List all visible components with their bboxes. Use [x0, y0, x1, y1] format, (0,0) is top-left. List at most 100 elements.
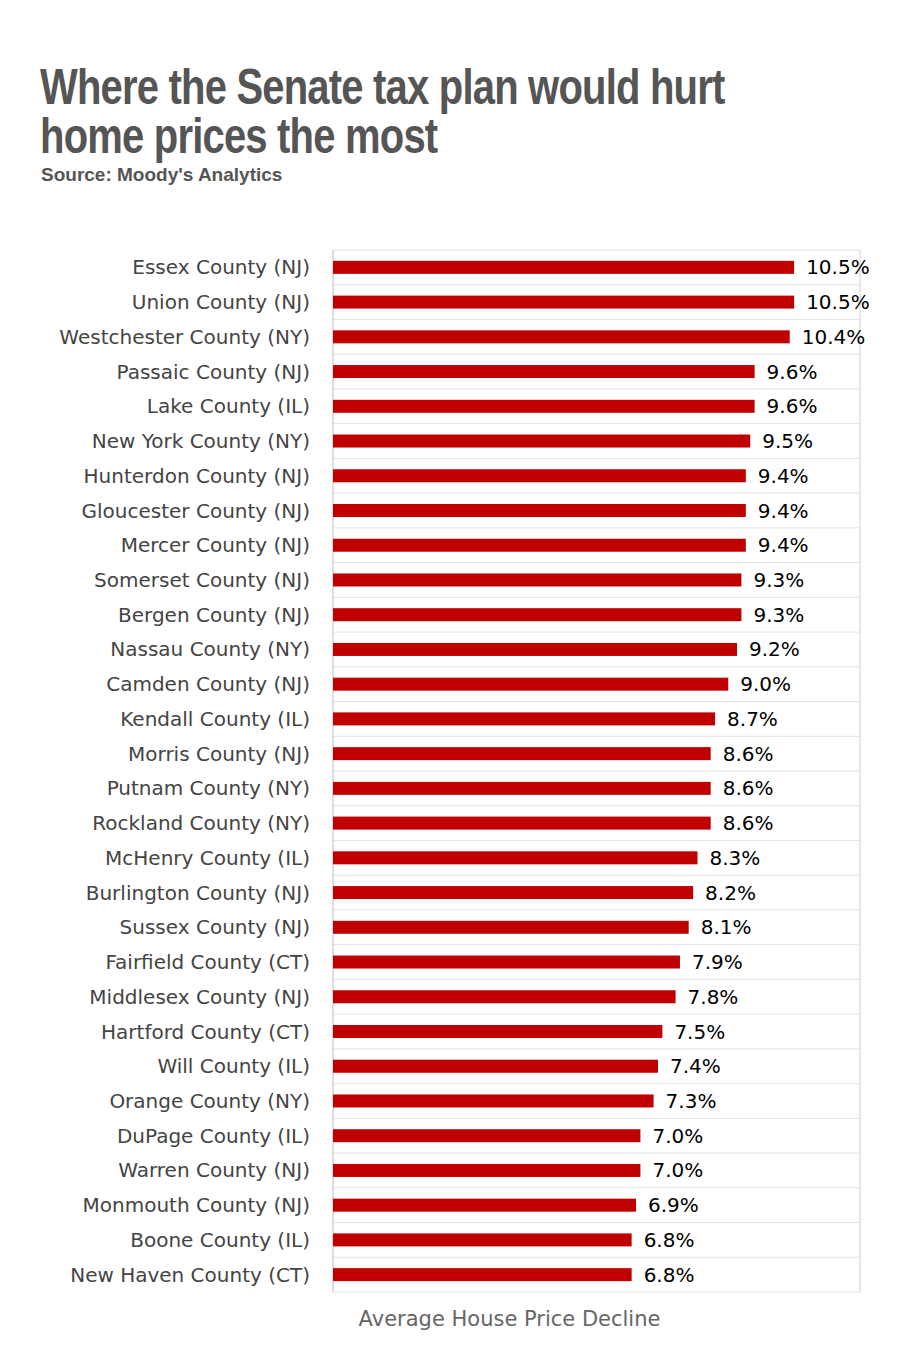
row-separator — [333, 805, 860, 806]
data-label: 8.6% — [723, 776, 774, 800]
bar — [333, 643, 737, 656]
chart: Where the Senate tax plan would hurthome… — [0, 0, 901, 1352]
category-label: Morris County (NJ) — [128, 742, 310, 766]
category-label: Rockland County (NY) — [92, 811, 310, 835]
bar — [333, 886, 693, 899]
bar — [333, 365, 755, 378]
bar — [333, 1025, 662, 1038]
data-label: 8.6% — [723, 742, 774, 766]
row-separator — [333, 388, 860, 389]
bar — [333, 782, 711, 795]
data-label: 6.8% — [644, 1228, 695, 1252]
data-label: 6.8% — [644, 1263, 695, 1287]
bar — [333, 539, 746, 552]
bar — [333, 504, 746, 517]
bar — [333, 817, 711, 830]
bar — [333, 921, 689, 934]
row-separator — [333, 875, 860, 876]
data-label: 7.3% — [666, 1089, 717, 1113]
category-label: Middlesex County (NJ) — [89, 985, 310, 1009]
row-separator — [333, 354, 860, 355]
data-label: 8.1% — [701, 915, 752, 939]
bar — [333, 990, 676, 1003]
row-separator — [333, 423, 860, 424]
bar — [333, 435, 750, 448]
bar — [333, 1233, 632, 1246]
bar — [333, 747, 711, 760]
category-label: Westchester County (NY) — [59, 325, 310, 349]
bar — [333, 851, 698, 864]
data-label: 9.4% — [758, 533, 809, 557]
category-label: Orange County (NY) — [109, 1089, 310, 1113]
data-label: 10.4% — [802, 325, 866, 349]
title: Where the Senate tax plan would hurthome… — [40, 59, 725, 164]
category-label: Monmouth County (NJ) — [83, 1193, 311, 1217]
row-separator — [333, 250, 860, 251]
data-label: 9.3% — [753, 603, 804, 627]
row-separator — [333, 771, 860, 772]
data-label: 7.4% — [670, 1054, 721, 1078]
data-label: 10.5% — [806, 255, 870, 279]
row-separator — [333, 944, 860, 945]
data-label: 7.5% — [674, 1020, 725, 1044]
bar — [333, 1164, 640, 1177]
row-separator — [333, 1048, 860, 1049]
row-separator — [333, 1292, 860, 1293]
category-label: DuPage County (IL) — [117, 1124, 310, 1148]
bar — [333, 400, 755, 413]
row-separator — [333, 1153, 860, 1154]
bar — [333, 573, 741, 586]
bar — [333, 469, 746, 482]
category-label: Essex County (NJ) — [132, 255, 310, 279]
row-separator — [333, 562, 860, 563]
bar — [333, 330, 790, 343]
data-label: 9.6% — [767, 394, 818, 418]
frame-line — [860, 250, 861, 1292]
data-label: 8.2% — [705, 881, 756, 905]
subtitle: Source: Moody's Analytics — [41, 164, 282, 185]
bar — [333, 1268, 632, 1281]
data-label: 6.9% — [648, 1193, 699, 1217]
row-separator — [333, 666, 860, 667]
row-separator — [333, 979, 860, 980]
category-label: Warren County (NJ) — [118, 1158, 310, 1182]
category-label: Somerset County (NJ) — [94, 568, 310, 592]
row-separator — [333, 736, 860, 737]
row-separator — [333, 597, 860, 598]
data-label: 8.6% — [723, 811, 774, 835]
row-separator — [333, 1014, 860, 1015]
data-label: 9.2% — [749, 637, 800, 661]
row-separator — [333, 284, 860, 285]
bar — [333, 296, 794, 309]
category-label: New York County (NY) — [92, 429, 310, 453]
bar — [333, 956, 680, 969]
row-separator — [333, 1083, 860, 1084]
data-label: 10.5% — [806, 290, 870, 314]
title-group: Where the Senate tax plan would hurthome… — [40, 59, 725, 164]
bar — [333, 608, 741, 621]
data-label: 8.3% — [710, 846, 761, 870]
category-label: New Haven County (CT) — [70, 1263, 310, 1287]
row-separator — [333, 632, 860, 633]
category-label: Passaic County (NJ) — [117, 360, 310, 384]
x-axis-label: Average House Price Decline — [359, 1307, 661, 1331]
data-label: 9.3% — [753, 568, 804, 592]
category-label: Hunterdon County (NJ) — [84, 464, 310, 488]
row-separator — [333, 1187, 860, 1188]
row-separator — [333, 1257, 860, 1258]
title-line: home prices the most — [40, 108, 438, 164]
data-label: 9.4% — [758, 499, 809, 523]
bar — [333, 1129, 640, 1142]
data-label: 7.0% — [652, 1124, 703, 1148]
row-separator — [333, 493, 860, 494]
data-label: 7.0% — [652, 1158, 703, 1182]
category-label: Putnam County (NY) — [107, 776, 310, 800]
category-label: Burlington County (NJ) — [86, 881, 310, 905]
row-separator — [333, 1118, 860, 1119]
category-label: Sussex County (NJ) — [120, 915, 310, 939]
row-separator — [333, 458, 860, 459]
data-label: 7.8% — [688, 985, 739, 1009]
category-label: Fairfield County (CT) — [105, 950, 310, 974]
data-label: 9.6% — [767, 360, 818, 384]
data-label: 9.4% — [758, 464, 809, 488]
